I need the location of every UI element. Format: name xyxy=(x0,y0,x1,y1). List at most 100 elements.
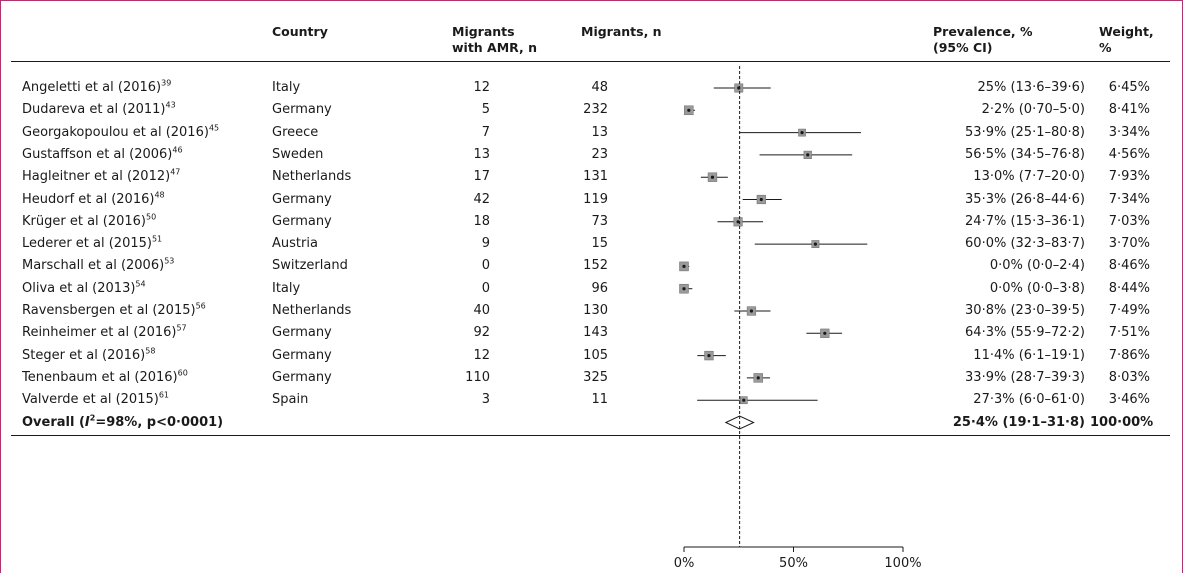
overall-label: Overall (I2=98%, p<0·0001) xyxy=(22,413,224,431)
migrants-amr-cell: 42 xyxy=(473,191,490,207)
migrants-n-cell: 152 xyxy=(583,258,608,274)
study-label: Krüger et al (2016)50 xyxy=(22,212,157,230)
study-reference: 56 xyxy=(195,301,206,311)
migrants-n-cell: 15 xyxy=(591,236,608,252)
migrants-amr-cell: 12 xyxy=(473,347,490,363)
migrants-amr-cell: 7 xyxy=(481,124,490,140)
migrants-amr-cell: 92 xyxy=(473,325,490,341)
overall-i2-sup: 2 xyxy=(89,413,96,423)
migrants-amr-cell: 13 xyxy=(473,146,490,162)
weight-cell: 3·70% xyxy=(1108,236,1150,252)
study-name: Oliva et al (2013) xyxy=(22,280,136,296)
migrants-n-cell: 143 xyxy=(583,325,608,341)
migrants-n-cell: 11 xyxy=(591,392,608,408)
prevalence-cell: 25% (13·6–39·6) xyxy=(977,80,1085,95)
prevalence-cell: 2·2% (0·70–5·0) xyxy=(981,102,1085,118)
migrants-amr-cell: 18 xyxy=(473,213,490,229)
weight-cell: 8·03% xyxy=(1108,369,1150,385)
study-label: Marschall et al (2006)53 xyxy=(22,258,174,274)
study-name: Georgakopoulou et al (2016) xyxy=(22,124,209,140)
country-cell: Sweden xyxy=(272,146,324,162)
header-prevalence-line2: (95% CI) xyxy=(933,40,993,55)
study-reference: 50 xyxy=(146,212,157,222)
study-reference: 51 xyxy=(151,234,163,244)
migrants-amr-cell: 110 xyxy=(465,369,490,385)
migrants-n-cell: 73 xyxy=(591,213,608,229)
study-name: Heudorf et al (2016) xyxy=(22,191,155,207)
prevalence-cell: 13·0% (7·7–20·0) xyxy=(973,169,1085,185)
migrants-amr-cell: 40 xyxy=(473,303,490,318)
study-name: Ravensbergen et al (2015) xyxy=(22,303,196,318)
country-cell: Germany xyxy=(272,191,332,207)
country-cell: Italy xyxy=(272,280,301,296)
study-name: Lederer et al (2015) xyxy=(22,236,152,252)
study-reference: 45 xyxy=(208,123,220,133)
study-reference: 53 xyxy=(164,257,175,267)
migrants-n-cell: 232 xyxy=(583,102,608,118)
overall-i2-symbol: I xyxy=(84,414,90,430)
study-name: Hagleitner et al (2012) xyxy=(22,169,171,185)
migrants-n-cell: 325 xyxy=(583,369,608,385)
study-label: Angeletti et al (2016)39 xyxy=(22,78,172,96)
prevalence-cell: 24·7% (15·3–36·1) xyxy=(965,213,1085,229)
study-reference: 39 xyxy=(161,78,172,88)
country-cell: Germany xyxy=(272,347,332,363)
migrants-amr-cell: 0 xyxy=(481,258,490,274)
header-weight-line1: Weight, xyxy=(1099,24,1154,39)
study-label: Tenenbaum et al (2016)60 xyxy=(22,368,188,386)
prevalence-cell: 27·3% (6·0–61·0) xyxy=(973,392,1085,408)
study-label: Oliva et al (2013)54 xyxy=(22,280,146,297)
study-reference: 43 xyxy=(165,100,176,110)
study-reference: 48 xyxy=(154,190,165,200)
country-cell: Germany xyxy=(272,102,332,118)
weight-cell: 7·03% xyxy=(1108,213,1150,229)
prevalence-cell: 33·9% (28·7–39·3) xyxy=(965,369,1085,385)
study-name: Gustaffson et al (2006) xyxy=(22,146,173,162)
bottom-rule xyxy=(11,434,1170,436)
overall-label-prefix: Overall ( xyxy=(22,414,85,430)
country-cell: Netherlands xyxy=(272,169,352,185)
country-cell: Netherlands xyxy=(272,303,352,318)
prevalence-cell: 30·8% (23·0–39·5) xyxy=(965,303,1085,318)
study-name: Krüger et al (2016) xyxy=(22,213,147,229)
header-migrants-n: Migrants, n xyxy=(581,24,662,39)
header-prevalence: Prevalence, % (95% CI) xyxy=(933,24,1033,56)
migrants-n-cell: 131 xyxy=(583,169,608,185)
overall-prevalence: 25·4% (19·1–31·8) xyxy=(952,414,1085,430)
migrants-n-cell: 48 xyxy=(591,80,608,95)
overall-label-suffix: =98%, p<0·0001) xyxy=(95,414,224,430)
study-label: Valverde et al (2015)61 xyxy=(22,390,170,408)
migrants-n-cell: 96 xyxy=(591,280,608,296)
study-reference: 61 xyxy=(158,390,170,400)
migrants-n-cell: 13 xyxy=(591,124,608,140)
study-reference: 60 xyxy=(177,368,188,378)
migrants-n-cell: 119 xyxy=(583,191,608,207)
weight-cell: 4·56% xyxy=(1108,146,1150,162)
country-cell: Italy xyxy=(272,80,301,95)
study-label: Steger et al (2016)58 xyxy=(22,346,156,364)
prevalence-cell: 0·0% (0·0–3·8) xyxy=(989,280,1085,296)
prevalence-cell: 0·0% (0·0–2·4) xyxy=(989,258,1085,274)
study-reference: 47 xyxy=(170,167,181,177)
country-cell: Germany xyxy=(272,325,332,341)
study-name: Dudareva et al (2011) xyxy=(22,102,166,118)
prevalence-cell: 56·5% (34·5–76·8) xyxy=(965,146,1085,162)
weight-cell: 7·49% xyxy=(1108,303,1150,318)
study-reference: 58 xyxy=(145,346,156,356)
weight-cell: 7·93% xyxy=(1108,169,1150,185)
study-name: Steger et al (2016) xyxy=(22,347,146,363)
weight-cell: 3·46% xyxy=(1108,392,1150,408)
weight-cell: 8·46% xyxy=(1108,258,1150,274)
weight-cell: 7·86% xyxy=(1108,347,1150,363)
study-reference: 57 xyxy=(176,323,187,333)
study-name: Reinheimer et al (2016) xyxy=(22,325,177,341)
header-migrants-amr-line2: with AMR, n xyxy=(452,40,538,55)
prevalence-cell: 11·4% (6·1–19·1) xyxy=(973,347,1085,363)
header-migrants-amr-line1: Migrants xyxy=(452,24,515,39)
weight-cell: 7·51% xyxy=(1108,325,1150,341)
header-weight: Weight, % xyxy=(1099,24,1154,56)
migrants-n-cell: 130 xyxy=(583,303,608,318)
header-rule xyxy=(11,61,1170,62)
country-cell: Greece xyxy=(272,124,319,140)
study-label: Ravensbergen et al (2015)56 xyxy=(22,301,206,319)
